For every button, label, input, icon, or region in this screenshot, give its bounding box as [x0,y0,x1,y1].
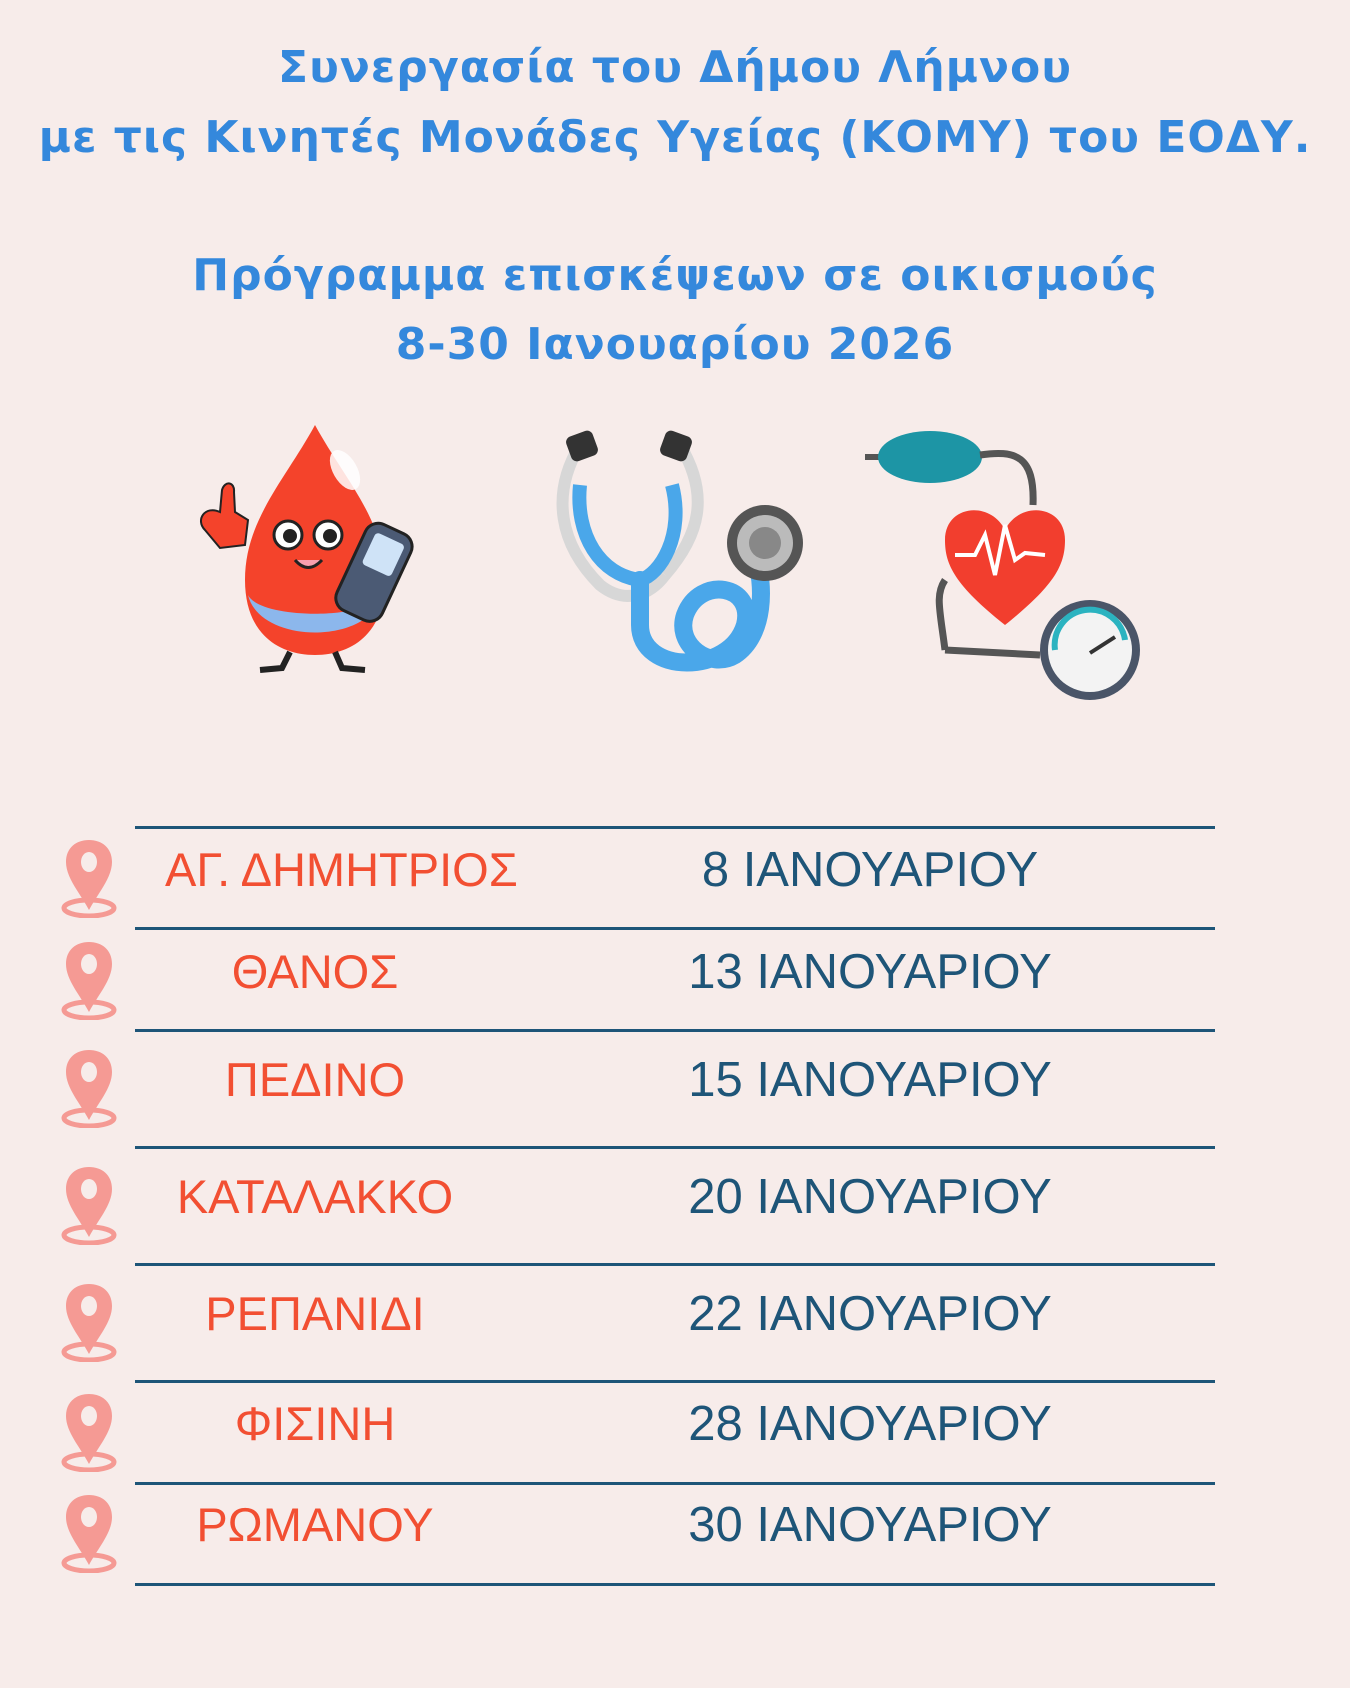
visit-date: 8 ΙΑΝΟΥΑΡΙΟΥ [701,843,1039,897]
title-line-1: Συνεργασία του Δήμου Λήμνου [278,42,1072,93]
table-divider [135,826,1215,829]
subtitle-line-1: Πρόγραμμα επισκέψεων σε οικισμούς [192,250,1158,301]
location-pin-icon [60,940,118,1021]
visit-date: 20 ΙΑΝΟΥΑΡΙΟΥ [688,1170,1052,1224]
table-divider [135,1380,1215,1383]
location-pin-icon [60,1048,118,1129]
visit-date: 13 ΙΑΝΟΥΑΡΙΟΥ [688,945,1052,999]
place-name: ΘΑΝΟΣ [231,945,399,998]
table-divider [135,1583,1215,1586]
table-divider [135,1482,1215,1485]
location-pin-icon [60,1493,118,1574]
location-pin-icon [60,1165,118,1246]
title-line-2: με τις Κινητές Μονάδες Υγείας (ΚΟΜΥ) του… [38,112,1312,163]
visit-date: 28 ΙΑΝΟΥΑΡΙΟΥ [688,1397,1052,1451]
location-pin-icon [60,1282,118,1363]
place-name: ΚΑΤΑΛΑΚΚΟ [176,1170,454,1223]
visit-date: 22 ΙΑΝΟΥΑΡΙΟΥ [688,1287,1052,1341]
place-name: ΡΩΜΑΝΟΥ [196,1498,434,1551]
blood-pressure-monitor-icon [865,431,1140,700]
stethoscope-icon [556,430,803,672]
location-pin-icon [60,1392,118,1473]
visit-date: 15 ΙΑΝΟΥΑΡΙΟΥ [688,1053,1052,1107]
place-name: ΦΙΣΙΝΗ [234,1397,396,1450]
subtitle-line-2: 8-30 Ιανουαρίου 2026 [395,319,955,370]
table-divider [135,927,1215,930]
table-divider [135,1029,1215,1032]
blood-drop-glucometer-icon [200,425,414,673]
place-name: ΠΕΔΙΝΟ [224,1053,406,1106]
place-name: ΡΕΠΑΝΙΔΙ [205,1287,425,1340]
table-divider [135,1146,1215,1149]
visit-date: 30 ΙΑΝΟΥΑΡΙΟΥ [688,1498,1052,1552]
location-pin-icon [60,838,118,919]
place-name: ΑΓ. ΔΗΜΗΤΡΙΟΣ [165,843,518,896]
table-divider [135,1263,1215,1266]
